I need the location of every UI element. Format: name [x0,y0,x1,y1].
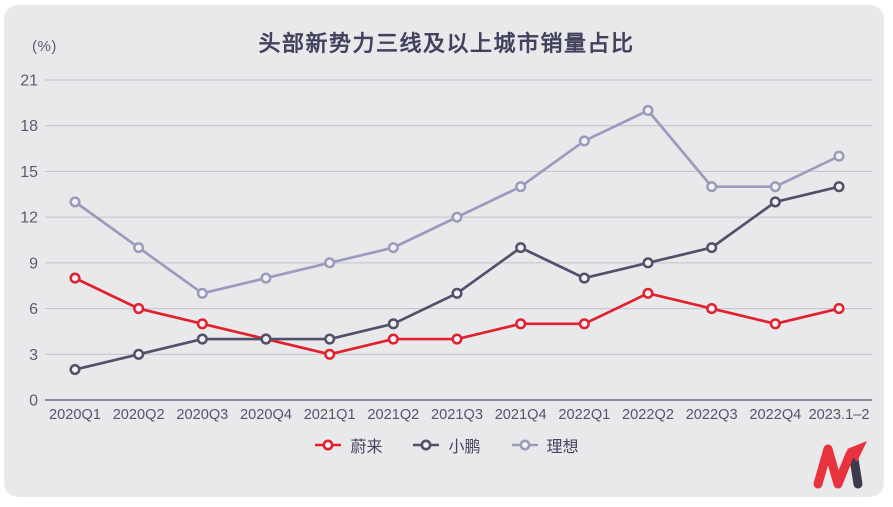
y-axis-unit-label: (%) [32,38,57,55]
x-tick-label: 2020Q1 [49,407,101,423]
data-point[interactable] [451,333,463,345]
legend-item-xpeng[interactable]: 小鹏 [412,433,481,457]
x-tick-label: 2021Q3 [431,407,483,423]
data-point[interactable] [451,211,463,223]
data-point[interactable] [642,104,654,117]
series-line [73,109,841,295]
y-tick-label: 18 [20,118,38,135]
legend-item-lixiang[interactable]: 理想 [511,433,579,457]
data-point[interactable] [133,303,145,315]
data-point[interactable] [196,333,208,345]
data-point[interactable] [833,181,845,193]
x-tick-label: 2020Q4 [240,407,292,423]
x-tick-label: 2022Q1 [558,407,610,423]
data-point[interactable] [515,181,527,193]
data-point[interactable] [706,181,718,193]
data-point[interactable] [196,287,208,299]
data-point[interactable] [769,181,781,193]
legend-line-marker-icon [511,439,538,451]
data-point[interactable] [706,242,718,254]
data-point[interactable] [706,303,718,315]
series-理想 [69,104,845,299]
y-tick-label: 0 [29,393,38,410]
data-point[interactable] [642,287,654,299]
x-tick-label: 2020Q3 [176,407,228,423]
y-tick-label: 21 [20,73,38,90]
brand-logo-m-icon [813,441,867,489]
x-tick-label: 2022Q2 [622,407,674,423]
legend-line-marker-icon [315,439,342,451]
data-point[interactable] [578,135,590,147]
data-point[interactable] [133,242,145,254]
legend-label: 蔚来 [350,439,383,456]
y-tick-label: 9 [29,255,38,272]
data-point[interactable] [324,348,336,360]
data-point[interactable] [451,287,463,299]
x-tick-label: 2020Q2 [113,407,165,423]
x-tick-label: 2021Q1 [304,407,356,423]
data-point[interactable] [833,303,845,315]
data-point[interactable] [69,196,81,208]
chart-card [4,5,884,497]
data-point[interactable] [324,333,336,345]
y-tick-label: 3 [29,347,38,364]
data-point[interactable] [833,150,845,162]
data-point[interactable] [578,272,590,284]
y-tick-label: 15 [20,164,38,181]
x-tick-label: 2021Q2 [367,407,419,423]
legend-label: 理想 [546,439,579,456]
legend-label: 小鹏 [448,439,481,456]
chart-title: 头部新势力三线及以上城市销量占比 [258,31,635,56]
x-tick-label: 2023.1–2 [809,407,870,423]
data-point[interactable] [515,242,527,254]
y-tick-label: 6 [29,301,38,318]
data-point[interactable] [196,318,208,330]
x-tick-label: 2022Q4 [749,407,801,423]
chart-legend: 蔚来 小鹏 理想 [0,433,893,457]
data-point[interactable] [69,272,81,284]
data-point[interactable] [260,333,272,345]
data-point[interactable] [387,318,399,330]
data-point[interactable] [324,257,336,269]
data-point[interactable] [387,333,399,345]
legend-line-marker-icon [413,439,440,451]
x-tick-label: 2021Q4 [495,407,547,423]
data-point[interactable] [387,242,399,254]
series-小鹏 [69,181,845,376]
legend-item-nio[interactable]: 蔚来 [314,433,382,457]
data-point[interactable] [578,318,590,330]
data-point[interactable] [133,348,145,360]
series-蔚来 [69,272,845,360]
data-point[interactable] [642,257,654,269]
y-tick-label: 12 [20,210,38,227]
data-point[interactable] [260,272,272,284]
data-point[interactable] [69,363,81,376]
x-tick-label: 2022Q3 [686,407,738,423]
data-point[interactable] [769,318,781,330]
data-point[interactable] [515,318,527,330]
data-point[interactable] [769,196,781,208]
